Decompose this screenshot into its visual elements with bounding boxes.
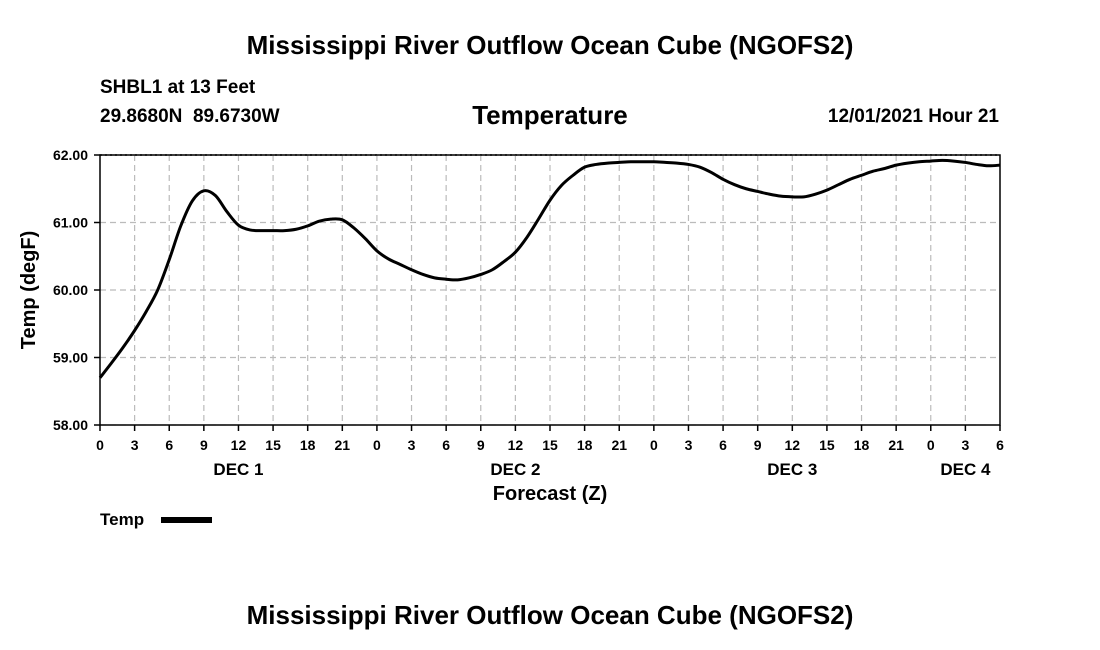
chart-title: Temperature: [472, 100, 628, 130]
x-tick-label: 9: [200, 437, 208, 453]
x-tick-label: 0: [96, 437, 104, 453]
x-axis-label: Forecast (Z): [493, 483, 607, 505]
timestamp-label: 12/01/2021 Hour 21: [827, 106, 999, 127]
x-tick-label: 9: [754, 437, 762, 453]
y-axis: 58.00 59.00 60.00 61.00 62.00: [53, 147, 100, 433]
main-title: Mississippi River Outflow Ocean Cube (NG…: [246, 30, 854, 60]
x-tick-label: 3: [961, 437, 969, 453]
day-label: DEC 4: [940, 460, 991, 479]
x-tick-label: 6: [719, 437, 727, 453]
x-axis: 0 3 6 9 12 15 18 21 0 3 6 9 12 15 18 21 0 3 6 9 12 15 18 21 0 3 6: [96, 425, 1004, 453]
x-tick-label: 21: [335, 437, 351, 453]
grid: [100, 154, 1000, 426]
x-tick-label: 21: [888, 437, 904, 453]
y-tick-label: 58.00: [53, 417, 88, 433]
x-tick-label: 6: [996, 437, 1004, 453]
x-tick-label: 15: [265, 437, 281, 453]
x-tick-label: 0: [650, 437, 658, 453]
day-label: DEC 1: [213, 460, 263, 479]
y-tick-label: 59.00: [53, 350, 88, 366]
x-tick-label: 21: [611, 437, 627, 453]
y-tick-label: 62.00: [53, 147, 88, 163]
x-tick-label: 12: [231, 437, 247, 453]
x-tick-label: 12: [508, 437, 524, 453]
x-tick-label: 15: [819, 437, 835, 453]
y-tick-label: 61.00: [53, 215, 88, 231]
day-label: DEC 3: [767, 460, 817, 479]
day-label: DEC 2: [490, 460, 540, 479]
x-tick-label: 3: [131, 437, 139, 453]
x-tick-label: 0: [373, 437, 381, 453]
x-tick-label: 3: [685, 437, 693, 453]
x-tick-label: 12: [785, 437, 801, 453]
day-labels: DEC 1 DEC 2 DEC 3 DEC 4: [213, 460, 991, 479]
x-tick-label: 3: [408, 437, 416, 453]
x-tick-label: 18: [300, 437, 316, 453]
x-tick-label: 0: [927, 437, 935, 453]
footer-title: Mississippi River Outflow Ocean Cube (NG…: [246, 600, 854, 630]
x-tick-label: 9: [477, 437, 485, 453]
legend-swatch: [161, 517, 212, 523]
temp-series-line: [98, 158, 1001, 379]
coordinates-label: 29.8680N 89.6730W: [100, 106, 280, 127]
x-tick-label: 6: [165, 437, 173, 453]
y-tick-label: 60.00: [53, 282, 88, 298]
x-tick-label: 18: [854, 437, 870, 453]
x-tick-label: 18: [577, 437, 593, 453]
legend-label: Temp: [100, 510, 144, 529]
y-axis-label: Temp (degF): [18, 231, 40, 350]
x-tick-label: 6: [442, 437, 450, 453]
station-label: SHBL1 at 13 Feet: [100, 77, 256, 98]
x-tick-label: 15: [542, 437, 558, 453]
